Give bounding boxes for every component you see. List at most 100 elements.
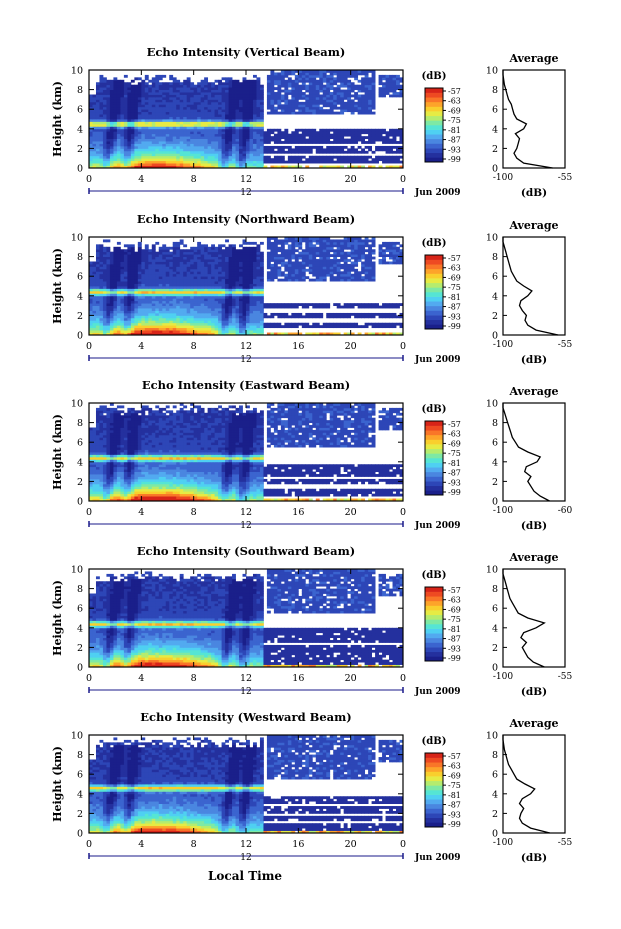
heatmap-cell — [106, 158, 110, 161]
heatmap-cell — [365, 276, 369, 279]
heatmap-cell — [138, 102, 142, 105]
date-axis-label: 12 — [240, 188, 251, 198]
heatmap-cell — [222, 281, 226, 284]
heatmap-cell — [330, 92, 334, 95]
heatmap-cell — [375, 148, 379, 151]
heatmap-cell — [312, 112, 316, 115]
heatmap-cell — [162, 153, 166, 156]
heatmap-cell — [141, 139, 145, 142]
heatmap-cell — [270, 77, 274, 80]
heatmap-cell — [190, 313, 194, 316]
heatmap-cell — [239, 313, 243, 316]
heatmap-cell — [260, 288, 264, 291]
heatmap-cell — [382, 139, 386, 142]
heatmap-cell — [162, 141, 166, 144]
heatmap-cell — [249, 323, 253, 326]
heatmap-cell — [176, 161, 180, 164]
heatmap-cell — [197, 109, 201, 112]
heatmap-cell — [249, 296, 253, 299]
heatmap-cell — [389, 95, 393, 98]
heatmap-cell — [117, 85, 121, 88]
heatmap-cell — [260, 102, 264, 105]
heatmap-cell — [96, 325, 100, 328]
heatmap-cell — [138, 311, 142, 314]
heatmap-cell — [183, 136, 187, 139]
heatmap-cell — [222, 99, 226, 102]
heatmap-cell — [208, 291, 212, 294]
heatmap-cell — [256, 95, 260, 98]
heatmap-cell — [249, 259, 253, 262]
heatmap-cell — [351, 134, 355, 137]
heatmap-cell — [190, 148, 194, 151]
heatmap-cell — [298, 72, 302, 75]
heatmap-cell — [354, 271, 358, 274]
heatmap-cell — [225, 318, 229, 321]
heatmap-cell — [110, 104, 114, 107]
heatmap-cell — [120, 144, 124, 147]
heatmap-cell — [180, 288, 184, 291]
heatmap-cell — [155, 134, 159, 137]
heatmap-cell — [180, 119, 184, 122]
heatmap-cell — [162, 298, 166, 301]
heatmap-cell — [204, 330, 208, 333]
heatmap-cell — [274, 136, 278, 139]
heatmap-cell — [229, 284, 233, 287]
heatmap-cell — [162, 296, 166, 299]
heatmap-cell — [351, 148, 355, 151]
heatmap-cell — [239, 87, 243, 90]
heatmap-cell — [368, 306, 372, 309]
heatmap-cell — [288, 80, 292, 83]
heatmap-cell — [358, 87, 362, 90]
heatmap-cell — [197, 151, 201, 154]
heatmap-cell — [117, 87, 121, 90]
heatmap-cell — [239, 82, 243, 85]
heatmap-cell — [169, 136, 173, 139]
heatmap-cell — [347, 97, 351, 100]
heatmap-cell — [124, 161, 128, 164]
heatmap-cell — [347, 148, 351, 151]
heatmap-cell — [113, 114, 117, 117]
heatmap-cell — [194, 311, 198, 314]
heatmap-cell — [305, 75, 309, 78]
heatmap-cell — [159, 271, 163, 274]
heatmap-cell — [239, 259, 243, 262]
heatmap-cell — [284, 75, 288, 78]
heatmap-cell — [312, 136, 316, 139]
heatmap-cell — [256, 90, 260, 93]
heatmap-cell — [166, 286, 170, 289]
heatmap-cell — [260, 109, 264, 112]
colorbar-tick-label: -63 — [448, 97, 461, 106]
heatmap-cell — [215, 104, 219, 107]
heatmap-cell — [103, 271, 107, 274]
heatmap-cell — [253, 121, 257, 124]
heatmap-cell — [141, 153, 145, 156]
heatmap-cell — [229, 308, 233, 311]
heatmap-cell — [302, 95, 306, 98]
x-tick-label: 0 — [400, 174, 406, 185]
heatmap-cell — [92, 325, 96, 328]
heatmap-cell — [134, 114, 138, 117]
heatmap-cell — [176, 323, 180, 326]
heatmap-cell — [145, 114, 149, 117]
heatmap-cell — [201, 107, 205, 110]
heatmap-cell — [256, 328, 260, 331]
heatmap-cell — [173, 139, 177, 142]
heatmap-cell — [256, 92, 260, 95]
heatmap-cell — [323, 266, 327, 269]
heatmap-cell — [330, 82, 334, 85]
heatmap-cell — [103, 99, 107, 102]
heatmap-cell — [347, 259, 351, 262]
heatmap-cell — [319, 80, 323, 83]
heatmap-cell — [145, 306, 149, 309]
heatmap-cell — [194, 271, 198, 274]
heatmap-cell — [99, 99, 103, 102]
heatmap-cell — [204, 136, 208, 139]
heatmap-cell — [148, 134, 152, 137]
heatmap-cell — [103, 298, 107, 301]
heatmap-cell — [120, 325, 124, 328]
heatmap-cell — [176, 296, 180, 299]
heatmap-cell — [190, 264, 194, 267]
heatmap-cell — [103, 323, 107, 326]
heatmap-cell — [253, 318, 257, 321]
heatmap-cell — [110, 318, 114, 321]
